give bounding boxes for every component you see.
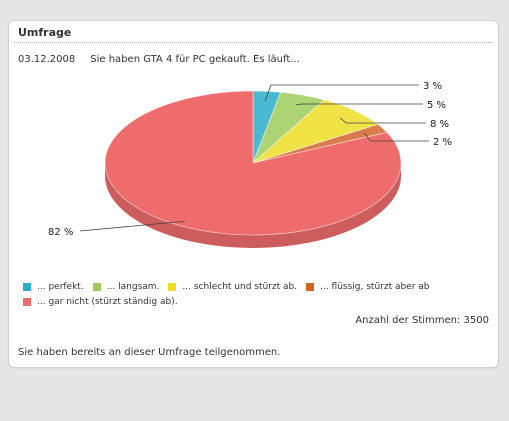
legend-swatch [23,282,31,291]
slice-value-label: 2 % [433,137,452,148]
vote-count: Anzahl der Stimmen: 3500 [355,315,489,326]
leader-line [339,117,426,124]
legend-row: ... perfekt. ... langsam. ... schlecht u… [23,279,493,294]
legend-label: ... langsam. [106,281,160,292]
leader-line [364,132,429,142]
legend-swatch [168,282,177,291]
poll-header: 03.12.2008 Sie haben GTA 4 für PC gekauft… [18,54,300,65]
pie-side-wall [105,163,401,248]
legend-item-schlecht: ... schlecht und stürzt ab. [168,282,297,292]
poll-widget: Umfrage 03.12.2008 Sie haben GTA 4 für PC… [8,20,499,368]
legend-swatch [92,282,101,291]
pie-slice [104,90,402,236]
legend-item-fluessig: ... flüssig, stürzt aber ab [306,281,430,292]
poll-date: 03.12.2008 [18,54,76,65]
legend-row: ... gar nicht (stürzt ständig ab). [23,294,493,309]
legend-item-langsam: ... langsam. [92,281,160,292]
slice-value-label: 8 % [430,119,449,130]
leader-line [79,220,185,232]
title-divider [14,42,493,43]
legend-label: ... schlecht und stürzt ab. [182,281,298,292]
participation-note: Sie haben bereits an dieser Umfrage teil… [18,347,281,358]
leader-line [296,103,423,106]
legend-item-gar-nicht: ... gar nicht (stürzt ständig ab). [23,297,178,307]
slice-value-label: 82 % [48,227,73,238]
slice-value-label: 3 % [423,81,442,92]
leader-line [264,84,419,102]
poll-question: Sie haben GTA 4 für PC gekauft. Es läuft… [90,54,300,65]
slice-value-label: 5 % [427,100,446,111]
legend-label: ... perfekt. [37,281,84,292]
legend-item-perfekt: ... perfekt. [23,282,84,292]
chart-legend: ... perfekt. ... langsam. ... schlecht u… [23,279,493,309]
legend-swatch [306,282,315,291]
legend-label: ... gar nicht (stürzt ständig ab). [37,296,178,307]
legend-label: ... flüssig, stürzt aber ab [320,281,430,292]
widget-title: Umfrage [18,26,72,39]
legend-swatch [23,297,31,306]
